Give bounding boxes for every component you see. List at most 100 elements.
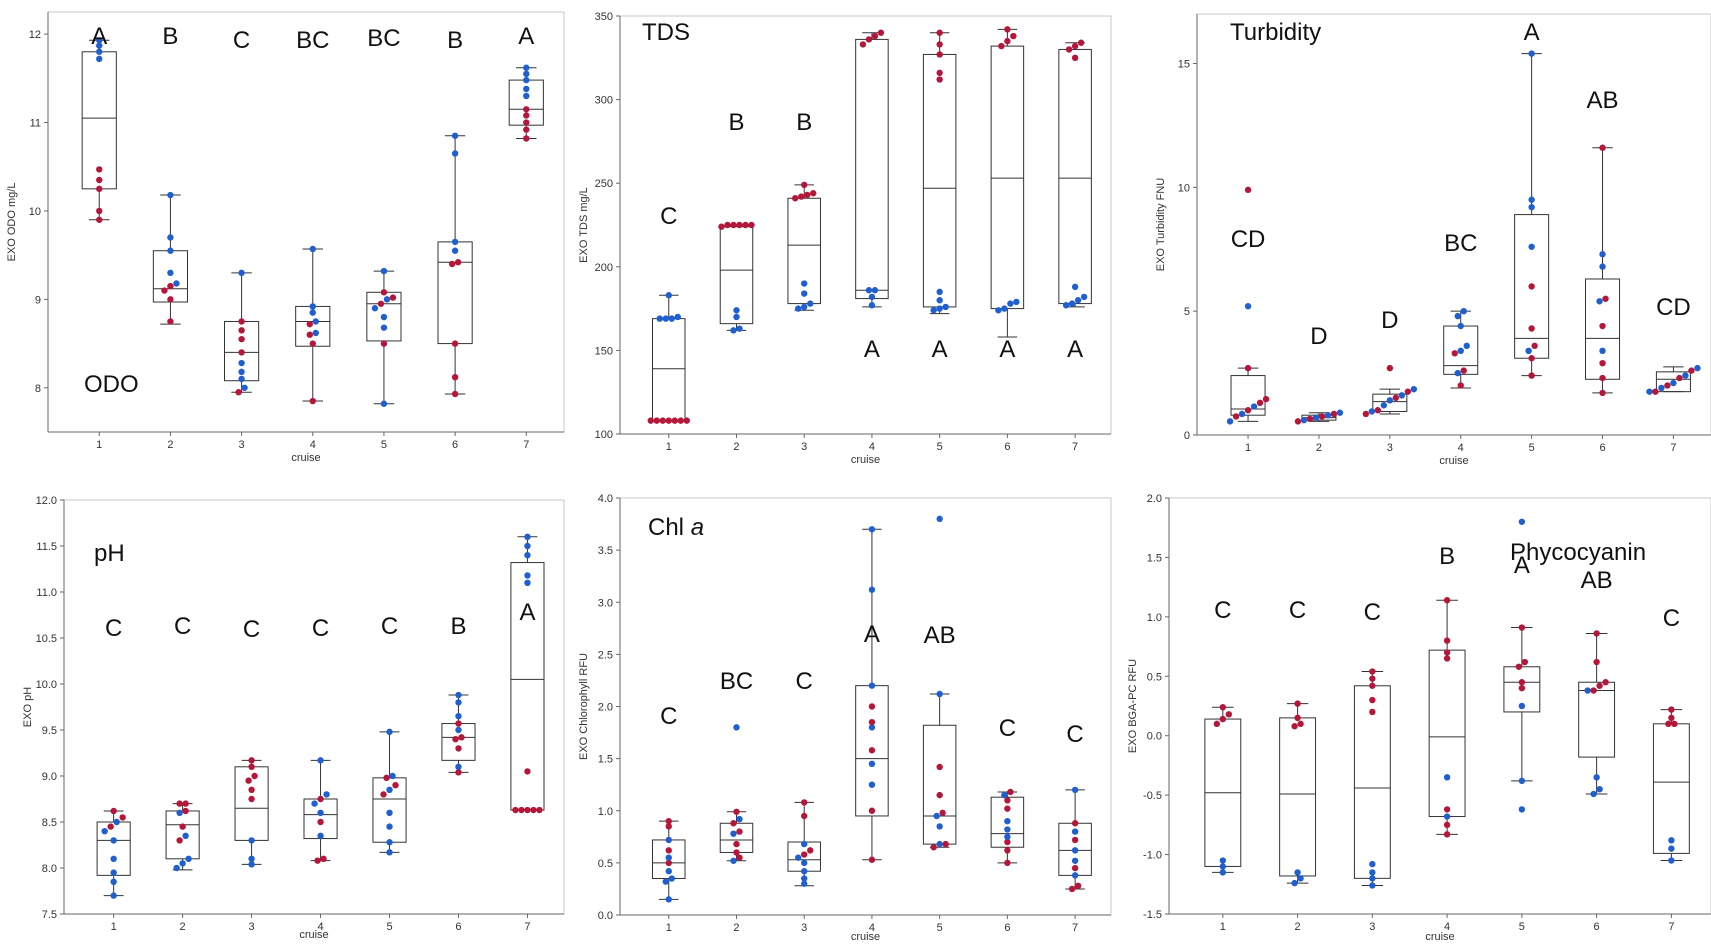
data-point-red bbox=[801, 851, 808, 858]
significance-letter: A bbox=[999, 336, 1015, 363]
x-tick-label: 5 bbox=[1529, 442, 1535, 454]
data-point-blue bbox=[801, 859, 808, 867]
data-point-red bbox=[1004, 37, 1011, 45]
data-point-blue bbox=[182, 832, 189, 839]
data-point-red bbox=[804, 191, 811, 199]
data-point-blue bbox=[1369, 882, 1376, 889]
data-point-red bbox=[1007, 788, 1014, 796]
data-point-red bbox=[677, 417, 684, 424]
data-point-red bbox=[1068, 885, 1076, 893]
significance-letter: B bbox=[796, 109, 812, 136]
data-point-red bbox=[452, 736, 459, 743]
data-point-blue bbox=[238, 269, 245, 277]
data-point-blue bbox=[936, 288, 943, 296]
y-tick-label: 3.0 bbox=[598, 597, 613, 609]
data-point-blue bbox=[730, 327, 737, 334]
y-tick-label: -1.0 bbox=[1143, 850, 1162, 862]
data-point-red bbox=[865, 36, 873, 43]
y-axis-label: EXO Turbidity FNU bbox=[1155, 178, 1167, 272]
significance-letter: C bbox=[796, 668, 813, 695]
data-point-blue bbox=[167, 247, 174, 254]
x-tick-label: 4 bbox=[1444, 921, 1450, 933]
data-point-blue bbox=[1454, 312, 1461, 320]
significance-letter: A bbox=[1067, 336, 1083, 363]
box-cruise-6 bbox=[1585, 147, 1621, 394]
data-point-red bbox=[792, 195, 799, 202]
data-point-red bbox=[665, 817, 672, 825]
data-point-blue bbox=[1463, 342, 1470, 350]
significance-letter: AB bbox=[1587, 87, 1619, 114]
plot-frame bbox=[619, 15, 1112, 435]
y-tick-label: 200 bbox=[595, 262, 613, 274]
data-point-blue bbox=[371, 305, 379, 312]
data-point-red bbox=[96, 216, 103, 223]
box-cruise-4 bbox=[1428, 599, 1466, 835]
y-tick-label: 11 bbox=[30, 118, 41, 130]
data-point-red bbox=[524, 806, 531, 814]
data-point-red bbox=[1596, 682, 1603, 689]
data-point-blue bbox=[1596, 298, 1603, 305]
x-tick-label: 2 bbox=[1295, 921, 1301, 933]
data-point-blue bbox=[1004, 833, 1011, 841]
significance-letter: A bbox=[932, 336, 948, 363]
data-point-red bbox=[1443, 649, 1451, 656]
data-point-red bbox=[1369, 708, 1376, 716]
y-tick-label: 12.0 bbox=[36, 495, 57, 507]
y-tick-label: 9.0 bbox=[42, 771, 57, 783]
data-point-blue bbox=[1294, 869, 1301, 876]
box-cruise-1 bbox=[1204, 706, 1242, 873]
data-point-red bbox=[1004, 838, 1011, 846]
significance-letter: C bbox=[660, 203, 677, 230]
data-point-blue bbox=[1219, 857, 1227, 864]
data-point-blue bbox=[936, 297, 943, 304]
data-point-red bbox=[798, 193, 805, 200]
data-point-blue bbox=[868, 760, 876, 768]
plot-frame bbox=[619, 497, 1112, 916]
data-point-blue bbox=[523, 92, 530, 100]
significance-letter: BC bbox=[1444, 230, 1477, 257]
data-point-red bbox=[939, 809, 946, 817]
data-point-blue bbox=[110, 892, 117, 899]
panel-title: Phycocyanin bbox=[1510, 539, 1646, 566]
data-point-red bbox=[380, 289, 388, 296]
data-point-red bbox=[653, 417, 660, 424]
data-point-red bbox=[1369, 675, 1376, 682]
data-point-blue bbox=[1443, 813, 1451, 820]
x-tick-label: 2 bbox=[733, 922, 739, 934]
x-tick-label: 5 bbox=[381, 439, 387, 451]
data-point-red bbox=[245, 777, 252, 784]
significance-letter: CD bbox=[1231, 226, 1266, 253]
data-point-red bbox=[1602, 679, 1609, 686]
y-tick-label: 8 bbox=[35, 383, 41, 395]
data-point-blue bbox=[1593, 774, 1600, 781]
y-tick-label: 350 bbox=[595, 11, 613, 23]
x-tick-label: 4 bbox=[869, 441, 875, 453]
data-point-red bbox=[665, 847, 672, 854]
data-point-blue bbox=[380, 400, 388, 407]
data-point-blue bbox=[1369, 860, 1376, 868]
data-point-red bbox=[659, 417, 666, 424]
x-tick-label: 1 bbox=[111, 921, 117, 933]
significance-letter: A bbox=[864, 336, 880, 363]
x-tick-label: 6 bbox=[455, 921, 461, 933]
data-point-red bbox=[1443, 806, 1451, 813]
data-point-blue bbox=[248, 855, 255, 862]
plot-frame bbox=[63, 499, 565, 915]
box-iqr bbox=[437, 241, 473, 345]
data-point-blue bbox=[451, 150, 459, 157]
data-point-blue bbox=[110, 878, 117, 885]
data-point-blue bbox=[662, 878, 669, 885]
box-iqr bbox=[719, 822, 754, 853]
data-point-blue bbox=[309, 245, 316, 253]
box-iqr bbox=[1058, 48, 1092, 305]
data-point-blue bbox=[936, 823, 943, 830]
data-point-red bbox=[523, 112, 530, 119]
data-point-red bbox=[317, 795, 324, 803]
data-point-blue bbox=[1001, 305, 1008, 312]
data-point-red bbox=[1010, 32, 1017, 40]
data-point-red bbox=[176, 800, 183, 807]
significance-letter: C bbox=[1214, 597, 1231, 624]
data-point-blue bbox=[665, 868, 672, 875]
data-point-blue bbox=[523, 76, 530, 84]
data-point-red bbox=[1593, 630, 1600, 637]
